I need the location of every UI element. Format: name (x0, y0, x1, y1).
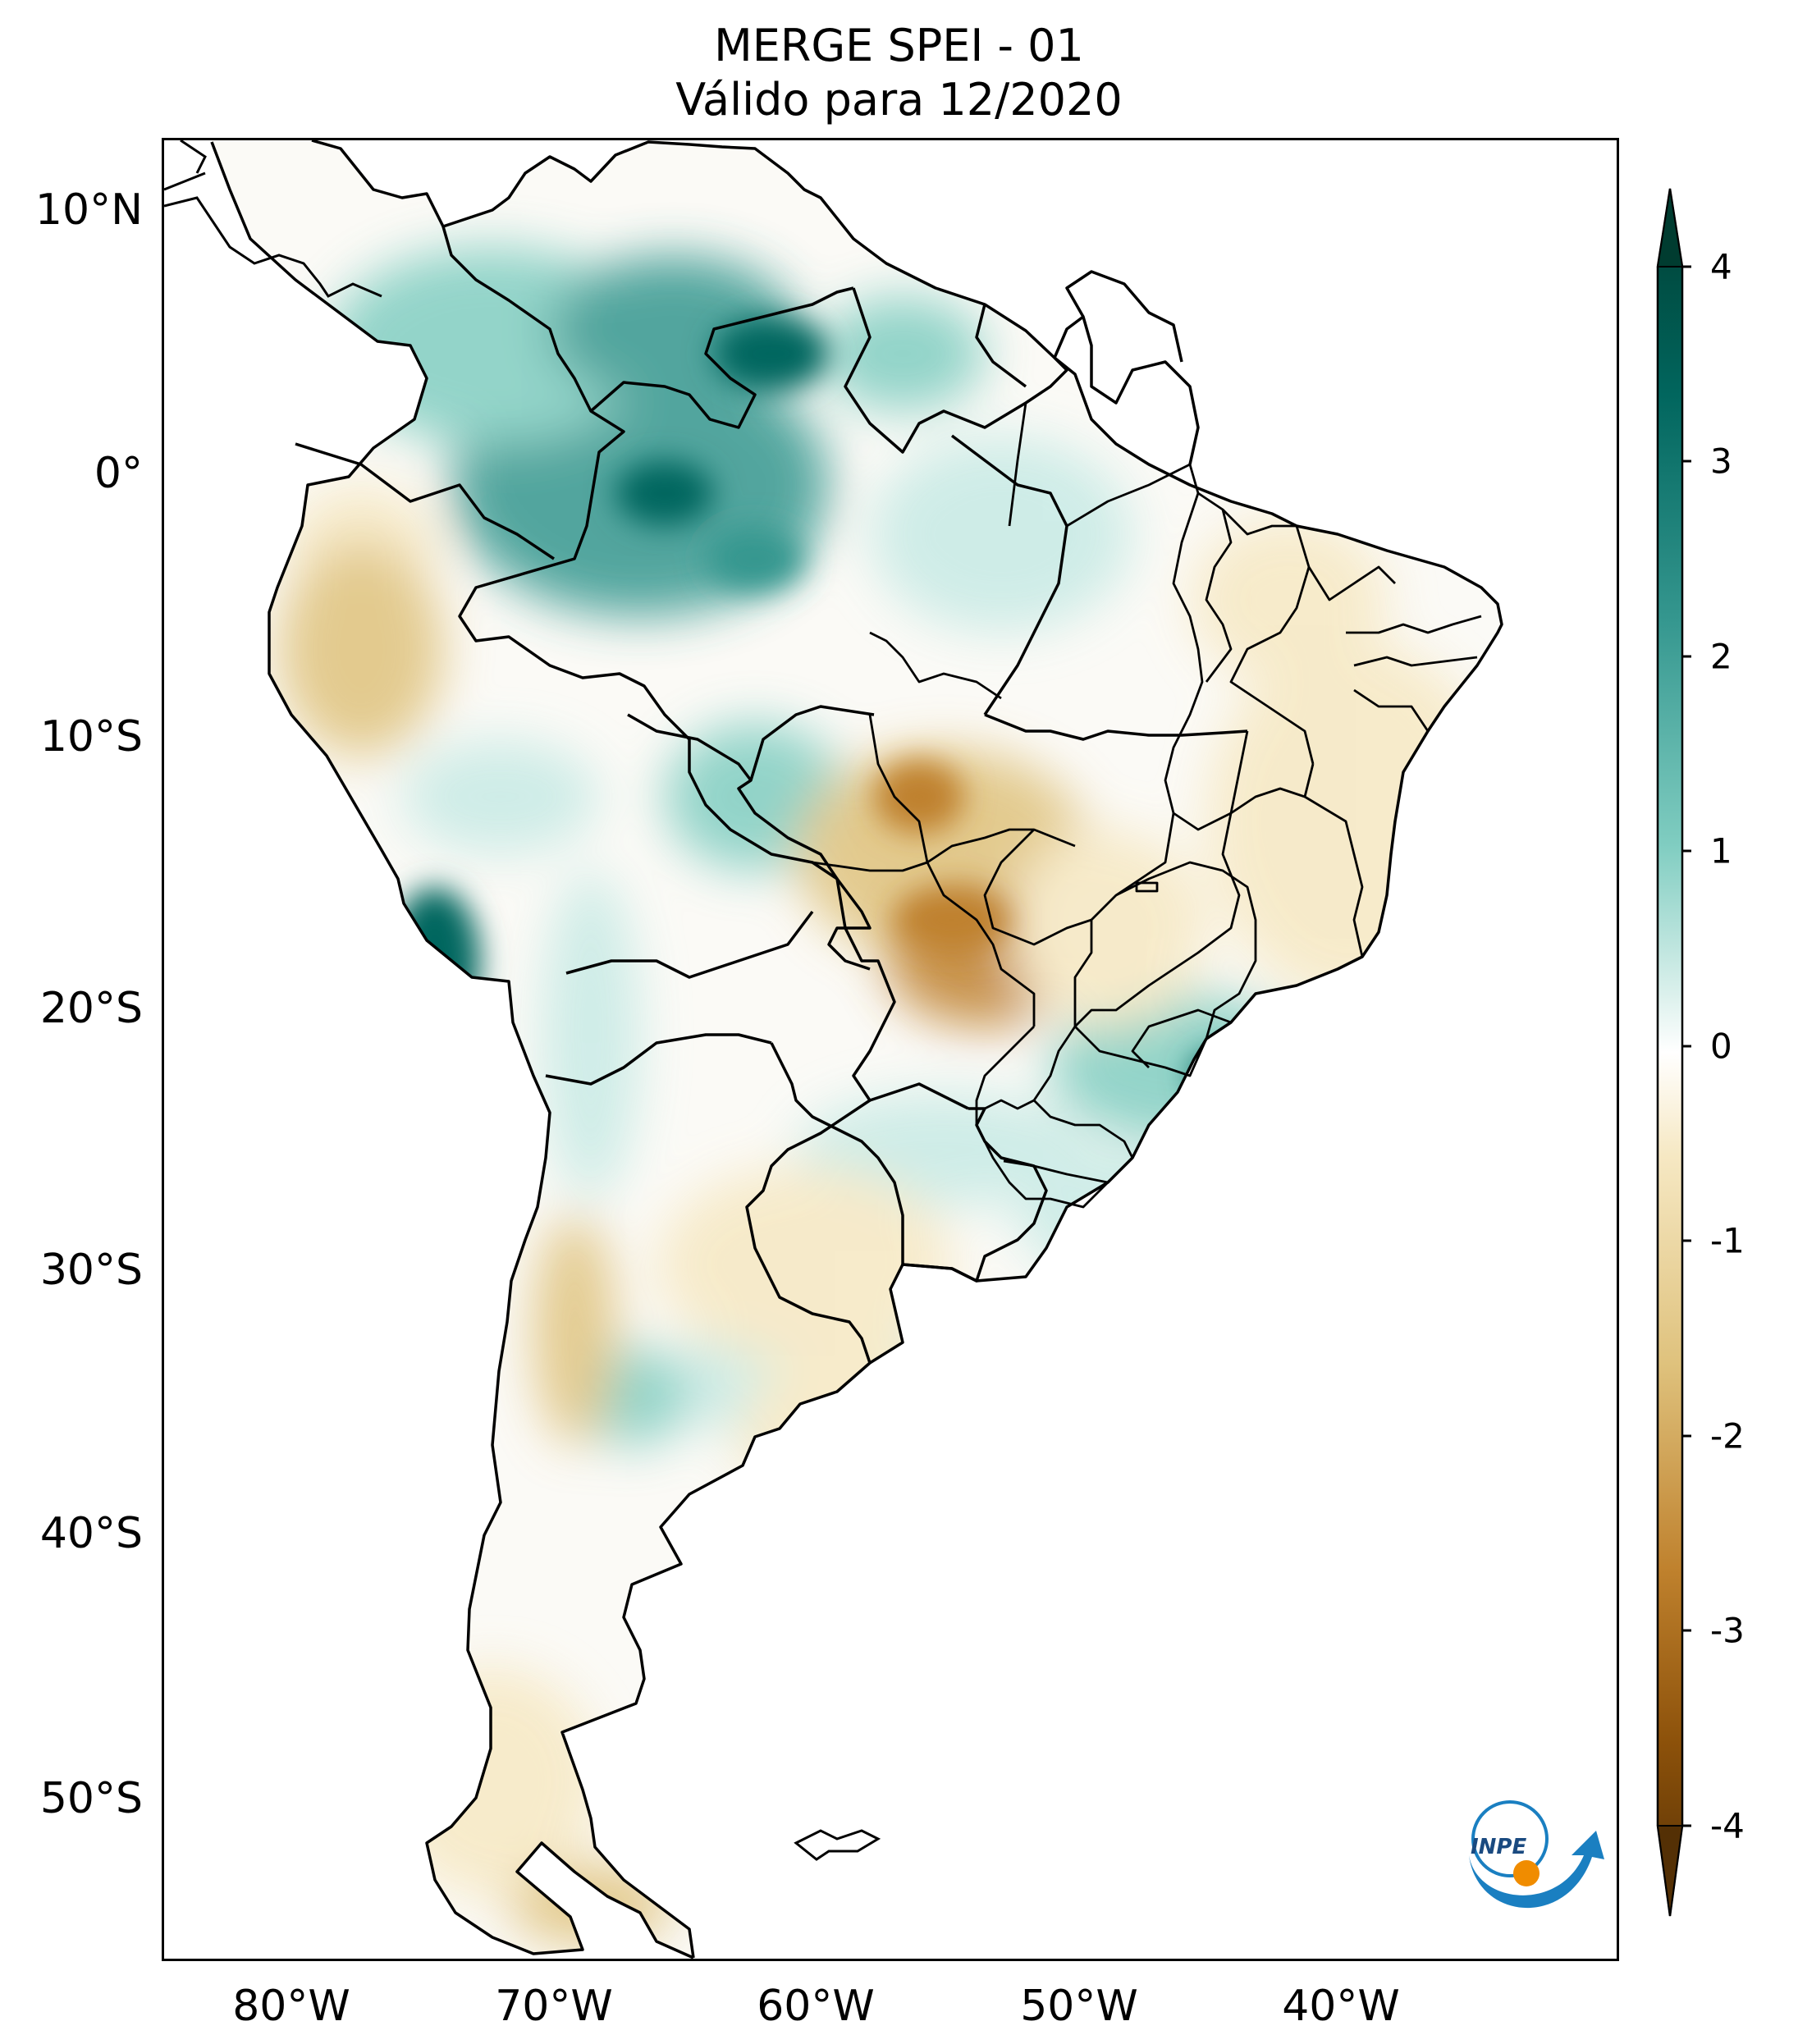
lon-label-70w: 70°W (495, 1982, 613, 2031)
map-title: MERGE SPEI - 01 (714, 20, 1084, 71)
lat-label-10s: 10°S (39, 712, 143, 761)
map-frame: INPE (162, 138, 1619, 1961)
inpe-logo: INPE (1469, 1800, 1604, 1909)
lat-label-10n: 10°N (34, 185, 143, 235)
colorbar-tick-marks (1682, 265, 1691, 1827)
lat-label-40s: 40°S (39, 1509, 143, 1558)
lat-label-30s: 30°S (39, 1246, 143, 1295)
falkland-islands (794, 1829, 881, 1861)
colorbar-tick-2: 2 (1710, 636, 1732, 677)
lat-label-50s: 50°S (39, 1774, 143, 1823)
map-canvas: INPE (164, 140, 1604, 1959)
lon-label-60w: 60°W (757, 1982, 875, 2031)
colorbar-tick-3: 3 (1710, 441, 1732, 482)
colorbar-tick-neg4: -4 (1710, 1805, 1745, 1846)
lat-label-20s: 20°S (39, 984, 143, 1033)
colorbar-top-extend (1656, 188, 1684, 268)
colorbar-tick-0: 0 (1710, 1026, 1732, 1067)
state-borders (812, 402, 1482, 1209)
central-america-coast (164, 196, 382, 298)
lat-label-0: 0° (94, 449, 143, 498)
colorbar-tick-4: 4 (1710, 246, 1732, 287)
colorbar-bottom-extend (1656, 1825, 1684, 1917)
central-america-coast-north (164, 140, 207, 191)
lon-label-40w: 40°W (1282, 1982, 1400, 2031)
colorbar-tick-neg3: -3 (1710, 1610, 1745, 1651)
land-area (212, 140, 1502, 1958)
colorbar-body (1656, 188, 1684, 1917)
map-subtitle: Válido para 12/2020 (675, 74, 1123, 126)
inpe-logo-text: INPE (1471, 1835, 1526, 1859)
spei-field (279, 247, 1502, 1946)
colorbar (1656, 188, 1691, 1917)
colorbar-tick-1: 1 (1710, 830, 1732, 871)
lon-label-50w: 50°W (1020, 1982, 1138, 2031)
colorbar-tick-neg2: -2 (1710, 1415, 1745, 1456)
colorbar-tick-neg1: -1 (1710, 1220, 1745, 1261)
lon-label-80w: 80°W (232, 1982, 350, 2031)
